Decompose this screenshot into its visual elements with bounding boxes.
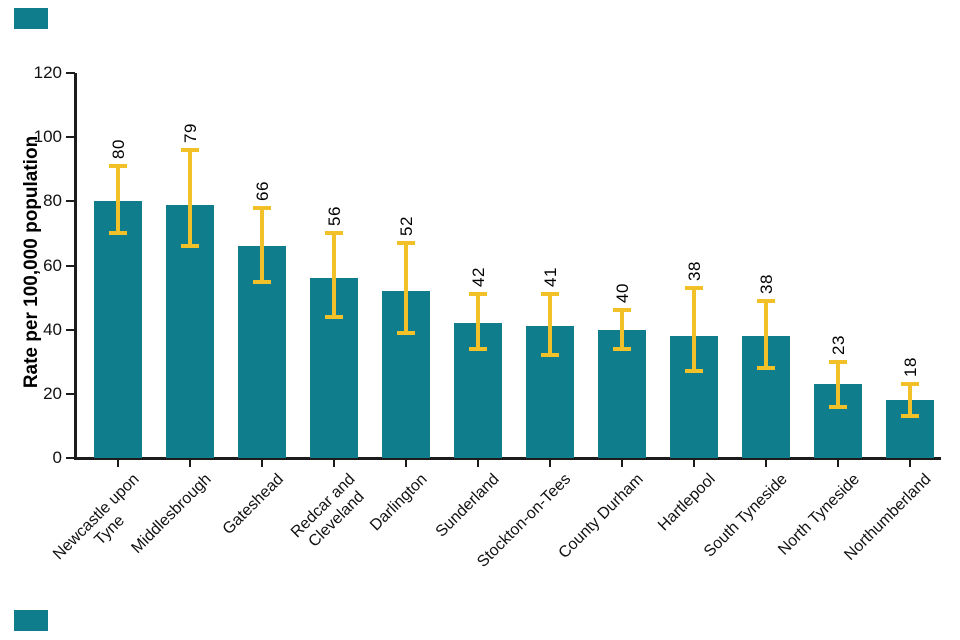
y-tick-mark: [66, 264, 75, 267]
error-bar-cap-bottom: [613, 346, 631, 351]
error-bar-line: [692, 287, 696, 372]
x-tick-mark: [117, 460, 119, 467]
bar-value-label: 56: [325, 206, 344, 227]
x-tick-mark: [189, 460, 191, 467]
bar-value-label: 38: [757, 273, 776, 294]
x-tick-mark: [261, 460, 263, 467]
bar-value-label: 38: [685, 261, 704, 281]
y-axis-line: [74, 73, 77, 460]
bar-value-label: 41: [541, 267, 560, 288]
error-bar-cap-top: [829, 359, 847, 364]
error-bar-cap-top: [541, 292, 559, 297]
error-bar-cap-top: [325, 231, 343, 236]
bar-value-label: 23: [829, 334, 848, 355]
error-bar-cap-top: [253, 205, 271, 210]
y-tick-label: 40: [43, 319, 62, 339]
bar: [94, 201, 142, 458]
x-tick-mark: [837, 460, 839, 467]
error-bar-cap-bottom: [901, 414, 919, 419]
x-tick-mark: [549, 460, 551, 467]
y-tick-label: 0: [52, 448, 62, 467]
x-tick-mark: [405, 460, 407, 467]
error-bar-line: [620, 310, 624, 349]
x-tick-mark: [909, 460, 911, 467]
error-bar-cap-top: [901, 382, 919, 387]
error-bar-cap-bottom: [757, 366, 775, 371]
y-tick-mark: [66, 200, 75, 203]
bottom-left-decor-mark: [14, 610, 48, 631]
x-axis-line: [74, 457, 941, 460]
error-bar-line: [836, 361, 840, 407]
error-bar-cap-bottom: [829, 404, 847, 409]
error-bar-cap-top: [181, 148, 199, 152]
error-bar-line: [332, 233, 336, 317]
bar-value-label: 52: [397, 216, 416, 237]
bar-value-label: 66: [253, 180, 272, 201]
x-tick-mark: [765, 460, 767, 467]
error-bar-cap-bottom: [397, 330, 415, 335]
x-category-label: Hartlepool: [655, 470, 719, 535]
error-bar-cap-top: [757, 298, 775, 303]
y-tick-mark: [66, 136, 75, 139]
error-bar-cap-top: [613, 308, 631, 313]
error-bar-cap-top: [397, 241, 415, 246]
y-tick-mark: [66, 72, 75, 74]
error-bar-line: [188, 150, 192, 247]
error-bar-cap-top: [469, 292, 487, 297]
error-bar-cap-bottom: [541, 353, 559, 358]
y-tick-label: 20: [43, 383, 62, 403]
bar-value-label: 40: [613, 283, 632, 304]
x-tick-mark: [621, 460, 623, 467]
error-bar-cap-bottom: [685, 369, 703, 374]
error-bar-line: [404, 243, 408, 333]
y-tick-mark: [66, 328, 75, 331]
y-tick-label: 100: [33, 127, 62, 147]
error-bar-cap-bottom: [325, 314, 343, 319]
error-bar-cap-bottom: [181, 244, 199, 249]
bar-value-label: 42: [469, 267, 488, 288]
error-bar-line: [476, 294, 480, 349]
error-bar-line: [764, 300, 768, 369]
error-bar-line: [116, 166, 120, 234]
x-tick-mark: [477, 460, 479, 467]
error-bar-line: [908, 384, 912, 417]
error-bar-cap-bottom: [469, 346, 487, 351]
x-category-label: Newcastle upon Tyne: [50, 470, 143, 564]
top-left-decor-mark: [14, 8, 48, 29]
y-tick-label: 80: [43, 191, 62, 211]
x-tick-mark: [693, 460, 695, 467]
y-tick-label: 120: [33, 63, 62, 82]
bar-value-label: 18: [901, 357, 920, 378]
y-tick-mark: [66, 457, 75, 459]
y-tick-label: 60: [43, 255, 62, 275]
error-bar-cap-top: [109, 164, 127, 169]
error-bar-cap-bottom: [109, 231, 127, 236]
x-category-label: Redcar and Cleveland: [288, 470, 369, 551]
y-tick-mark: [66, 392, 75, 395]
x-category-label: Darlington: [367, 470, 431, 535]
x-category-label: Gateshead: [219, 470, 287, 539]
x-tick-mark: [333, 460, 335, 467]
bar: [598, 329, 646, 458]
error-bar-cap-top: [685, 285, 703, 290]
error-bar-line: [548, 294, 552, 356]
bar-value-label: 80: [109, 139, 128, 160]
x-category-label: Sunderland: [432, 470, 503, 541]
error-bar-line: [260, 207, 264, 282]
bar-value-label: 79: [181, 123, 200, 143]
error-bar-cap-bottom: [253, 279, 271, 284]
